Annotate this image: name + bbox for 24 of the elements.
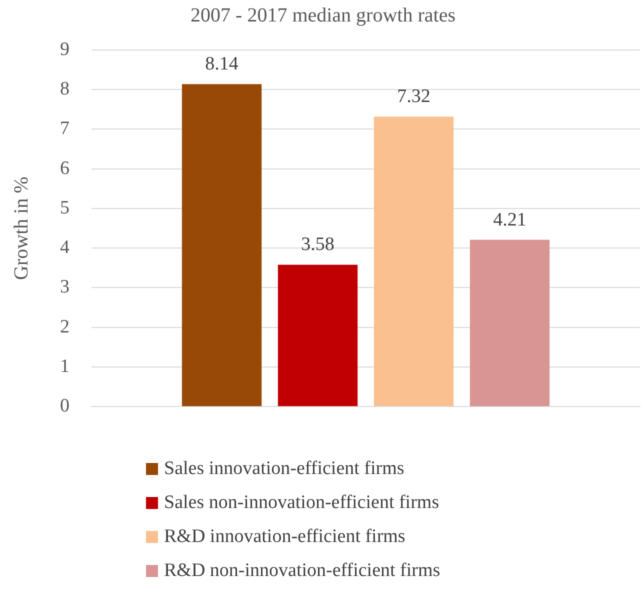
y-tick-label: 2 xyxy=(60,316,70,338)
y-tick-label: 5 xyxy=(60,197,70,218)
data-label: 4.21 xyxy=(493,209,526,230)
y-tick-label: 8 xyxy=(60,78,70,100)
bar xyxy=(278,264,358,406)
data-label: 8.14 xyxy=(205,54,239,75)
chart-title: 2007 - 2017 median growth rates xyxy=(190,4,456,26)
y-tick-label: 6 xyxy=(60,158,70,179)
legend-label: R&D non-innovation-efficient firms xyxy=(164,560,440,582)
bar xyxy=(182,84,262,406)
legend-label: Sales non-innovation-efficient firms xyxy=(164,492,440,514)
y-tick-label: 1 xyxy=(60,356,70,377)
y-axis-title: Growth in % xyxy=(10,176,32,280)
data-label: 3.58 xyxy=(301,234,334,256)
y-tick-label: 3 xyxy=(60,276,70,298)
y-tick-label: 4 xyxy=(60,237,70,258)
data-label: 7.32 xyxy=(397,86,430,108)
bar xyxy=(470,240,550,406)
y-tick-label: 9 xyxy=(60,38,70,60)
bar xyxy=(374,116,454,406)
legend-label: Sales innovation-efficient firms xyxy=(164,458,404,480)
y-tick-label: 7 xyxy=(60,118,70,140)
y-tick-label: 0 xyxy=(60,396,70,417)
legend-label: R&D innovation-efficient firms xyxy=(164,526,406,548)
